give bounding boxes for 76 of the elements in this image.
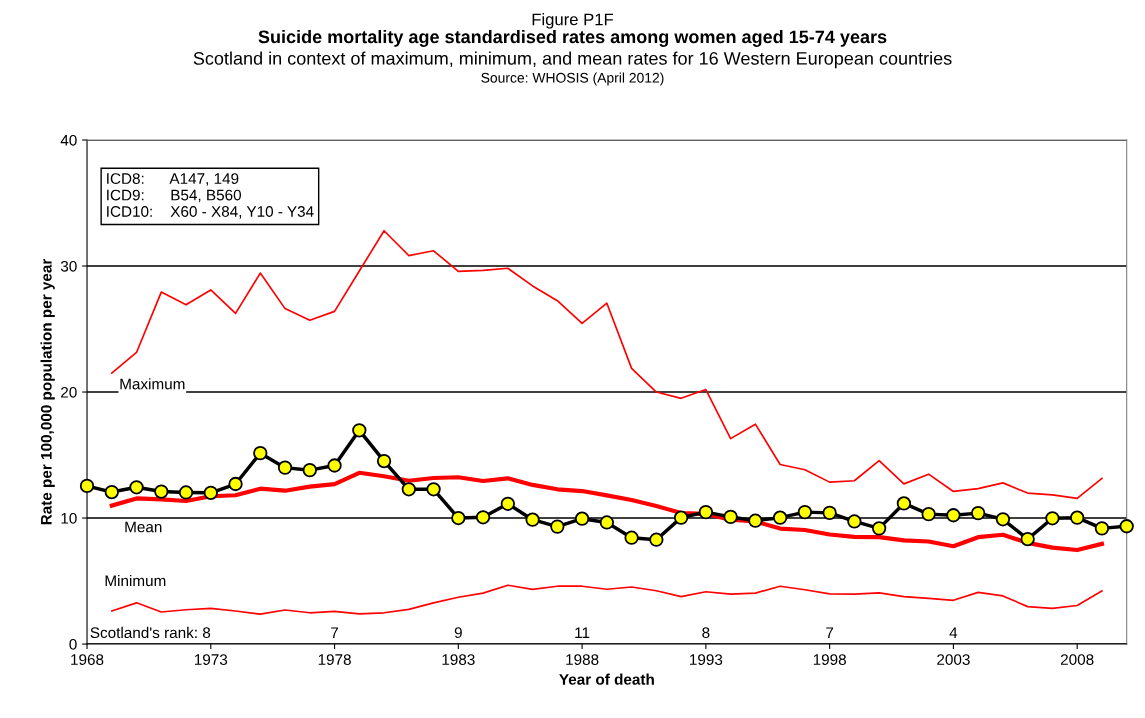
point <box>550 519 565 534</box>
point <box>624 530 639 545</box>
chart-title: Suicide mortality age standardised rates among women aged 15-74 years <box>258 30 887 47</box>
annotation: 7 <box>331 627 339 638</box>
point <box>1045 511 1060 526</box>
point <box>203 485 218 500</box>
point <box>302 462 317 478</box>
y-axis-title: Rate per 100,000 population per year <box>40 258 55 525</box>
line-series <box>110 229 1103 500</box>
point <box>500 496 515 511</box>
y-tick-label: 0 <box>69 638 77 650</box>
point <box>475 510 491 525</box>
point <box>104 484 119 500</box>
point <box>79 478 95 494</box>
x-tick-label: 1993 <box>690 654 723 665</box>
annotation: Scotland's rank: 8 <box>90 626 211 639</box>
annotation: 11 <box>575 627 590 638</box>
point <box>327 458 342 473</box>
point <box>401 482 416 497</box>
y-tick-label: 20 <box>61 386 77 398</box>
point <box>525 512 540 527</box>
point <box>426 482 441 497</box>
line-series <box>109 470 1105 553</box>
point <box>971 505 986 521</box>
point <box>723 509 738 525</box>
point <box>277 460 293 475</box>
point <box>871 521 887 536</box>
point <box>772 510 788 525</box>
point <box>921 506 936 522</box>
point <box>253 445 268 461</box>
point <box>797 504 813 520</box>
annotation: ICD8: A147, 149 ICD9: B54, B560 ICD10: X60 - X84, Y10 - Y34 <box>107 173 314 219</box>
point <box>599 515 615 530</box>
x-tick-label: 1968 <box>71 654 104 665</box>
point <box>451 510 466 526</box>
point <box>1070 510 1085 525</box>
x-tick-label: 2008 <box>1060 654 1094 665</box>
caption: Figure P1F <box>532 13 614 29</box>
x-tick-label: 1988 <box>566 654 599 665</box>
point <box>649 532 664 547</box>
point <box>698 504 714 520</box>
annotation: 9 <box>454 627 462 639</box>
series-label: Mean <box>125 521 162 533</box>
point <box>822 505 837 521</box>
x-tick-label: 1983 <box>442 654 475 665</box>
point <box>1119 519 1134 534</box>
chart-subtitle: Scotland in context of maximum, minimum, and mean rates for 16 Western European countries <box>193 51 952 69</box>
x-tick-label: 1998 <box>813 654 846 665</box>
point <box>129 480 144 495</box>
source-note: Source: WHOSIS (April 2012) <box>481 72 664 86</box>
annotation: 8 <box>702 627 710 639</box>
y-tick-label: 30 <box>60 260 77 272</box>
point <box>673 510 689 525</box>
point <box>574 511 590 526</box>
point <box>376 453 392 469</box>
point <box>896 496 912 511</box>
point <box>946 508 961 523</box>
x-tick-label: 1973 <box>194 654 228 665</box>
point <box>178 485 194 500</box>
y-tick-label: 10 <box>61 512 77 524</box>
point <box>748 513 763 528</box>
point <box>154 484 169 499</box>
annotation: 7 <box>826 627 834 638</box>
x-tick-label: 2003 <box>937 654 970 665</box>
point <box>1020 531 1035 547</box>
point <box>995 512 1011 527</box>
point <box>228 476 243 492</box>
y-tick-label: 40 <box>60 134 77 146</box>
point <box>1094 521 1110 536</box>
x-axis-title: Year of death <box>559 673 654 685</box>
point <box>847 514 862 529</box>
annotation: 4 <box>949 627 958 638</box>
series-label: Minimum <box>105 574 166 587</box>
x-tick-label: 1978 <box>318 654 351 665</box>
point <box>352 423 367 438</box>
series-label: Maximum <box>120 378 185 390</box>
